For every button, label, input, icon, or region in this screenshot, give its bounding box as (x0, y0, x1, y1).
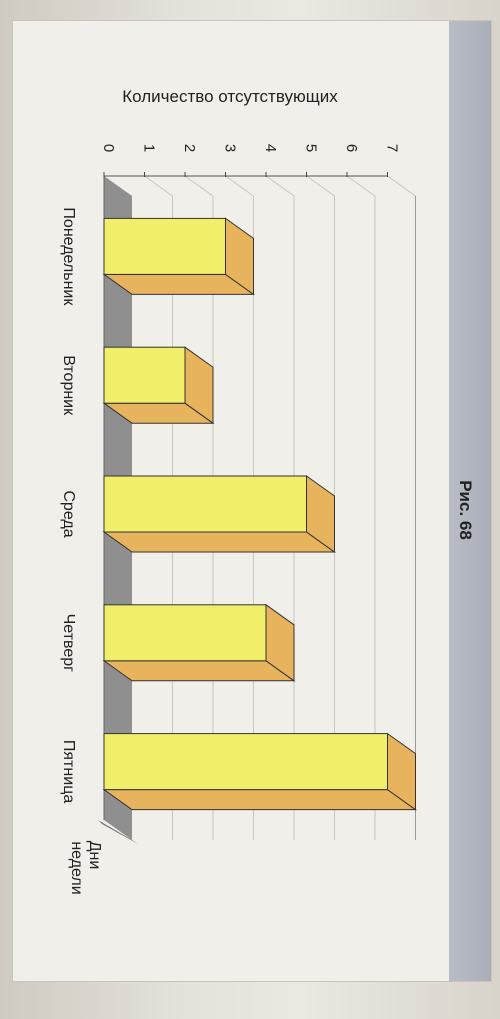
y-axis-label: Количество отсутствующих (122, 87, 338, 106)
bar (102, 603, 296, 682)
bar-front-face (103, 604, 267, 662)
bar-side-face (102, 531, 337, 553)
bar-front-face (103, 217, 226, 275)
category-label: Пятница (60, 740, 77, 803)
y-tick-label: 4 (262, 144, 279, 152)
bar (102, 217, 256, 296)
bar-side-face (102, 660, 296, 682)
category-label: Понедельник (60, 207, 77, 306)
bar (102, 732, 418, 811)
grid-diag (346, 175, 376, 197)
x-axis-label-line2: недели (68, 841, 85, 894)
bar-front-face (103, 346, 186, 404)
figure-caption-bar (449, 21, 491, 981)
y-tick-label: 3 (222, 144, 239, 152)
category-label: Среда (60, 490, 77, 537)
grid-diag (144, 175, 173, 197)
category-label: Вторник (60, 355, 77, 416)
y-tick-label: 0 (100, 144, 117, 152)
y-tick-label: 5 (303, 144, 320, 152)
grid-diag (265, 175, 295, 197)
x-axis-label-line1: Дни (86, 841, 103, 870)
grid-diag (225, 175, 254, 197)
category-label: Четверг (60, 614, 77, 672)
y-tick-label: 2 (181, 144, 198, 152)
y-tick-label: 7 (384, 144, 401, 152)
grid-diag (387, 175, 416, 197)
figure-frame (12, 20, 492, 982)
grid-diag (184, 175, 214, 197)
grid-diag (306, 175, 335, 197)
y-tick-label: 6 (343, 144, 360, 152)
bar-front-face (103, 733, 388, 791)
bar-side-face (102, 789, 418, 811)
bar (102, 346, 215, 425)
chart-floor-edge (98, 820, 138, 844)
bar-front-face (103, 475, 307, 533)
bar (102, 475, 337, 553)
y-tick-label: 1 (141, 144, 158, 152)
